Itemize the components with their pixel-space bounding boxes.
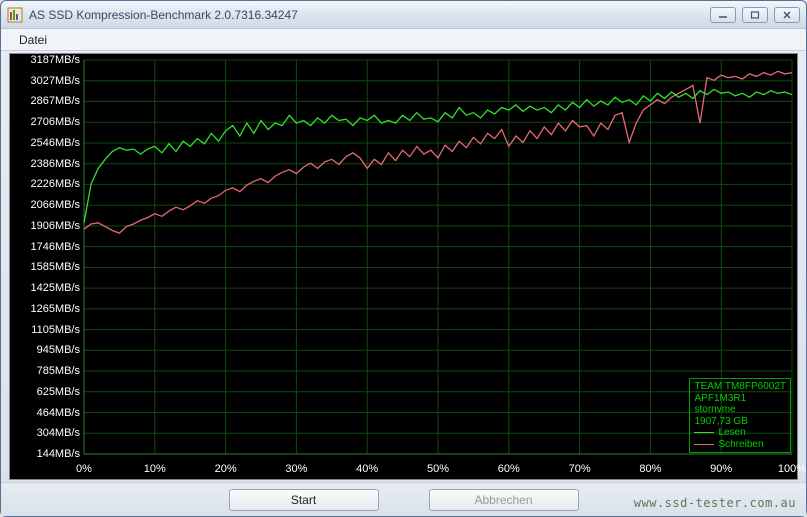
- x-tick-label: 0%: [76, 463, 92, 475]
- legend-read-label: Lesen: [718, 427, 745, 439]
- y-tick-label: 2706MB/s: [30, 116, 80, 128]
- legend-write: Schreiben: [694, 439, 786, 451]
- button-row: Start Abbrechen www.ssd-tester.com.au: [1, 482, 806, 516]
- abort-button: Abbrechen: [429, 489, 579, 511]
- legend-device-2: APF1M3R1: [694, 393, 786, 405]
- x-tick-label: 90%: [710, 463, 732, 475]
- x-tick-label: 70%: [569, 463, 591, 475]
- titlebar[interactable]: AS SSD Kompression-Benchmark 2.0.7316.34…: [1, 1, 806, 29]
- window-controls: [710, 7, 800, 23]
- y-tick-label: 1425MB/s: [30, 282, 80, 294]
- x-tick-label: 40%: [356, 463, 378, 475]
- x-tick-label: 20%: [215, 463, 237, 475]
- minimize-button[interactable]: [710, 7, 736, 23]
- chart-area: 3187MB/s 3027MB/s 2867MB/s 2706MB/s 2546MB/s…: [9, 53, 798, 480]
- y-tick-label: 785MB/s: [37, 365, 80, 377]
- legend-driver: stornvme: [694, 404, 786, 416]
- menu-file[interactable]: Datei: [11, 31, 55, 49]
- watermark: www.ssd-tester.com.au: [634, 496, 796, 510]
- y-tick-label: 625MB/s: [37, 386, 80, 398]
- x-tick-label: 60%: [498, 463, 520, 475]
- y-tick-label: 464MB/s: [37, 407, 80, 419]
- chart-canvas: [10, 54, 799, 474]
- y-tick-label: 3027MB/s: [30, 75, 80, 87]
- menubar: Datei: [1, 29, 806, 51]
- y-tick-label: 144MB/s: [37, 448, 80, 460]
- maximize-button[interactable]: [742, 7, 768, 23]
- y-tick-label: 2386MB/s: [30, 158, 80, 170]
- app-icon: [7, 7, 23, 23]
- start-button[interactable]: Start: [229, 489, 379, 511]
- legend-write-swatch: [694, 444, 714, 445]
- legend-box: TEAM TM8FP6002T APF1M3R1 stornvme 1907,7…: [689, 378, 791, 453]
- window-title: AS SSD Kompression-Benchmark 2.0.7316.34…: [29, 8, 710, 22]
- y-tick-label: 1906MB/s: [30, 220, 80, 232]
- y-tick-label: 304MB/s: [37, 427, 80, 439]
- y-tick-label: 2066MB/s: [30, 199, 80, 211]
- legend-device-1: TEAM TM8FP6002T: [694, 381, 786, 393]
- legend-write-label: Schreiben: [718, 439, 763, 451]
- y-tick-label: 2546MB/s: [30, 137, 80, 149]
- x-tick-label: 80%: [639, 463, 661, 475]
- y-tick-label: 2867MB/s: [30, 95, 80, 107]
- y-tick-label: 945MB/s: [37, 344, 80, 356]
- x-tick-label: 10%: [144, 463, 166, 475]
- x-tick-label: 30%: [285, 463, 307, 475]
- legend-capacity: 1907,73 GB: [694, 416, 786, 428]
- close-button[interactable]: [774, 7, 800, 23]
- y-tick-label: 1585MB/s: [30, 261, 80, 273]
- x-tick-label: 50%: [427, 463, 449, 475]
- y-tick-label: 3187MB/s: [30, 54, 80, 66]
- y-tick-label: 1105MB/s: [31, 324, 80, 336]
- x-tick-label: 100%: [778, 463, 806, 475]
- app-window: AS SSD Kompression-Benchmark 2.0.7316.34…: [0, 0, 807, 517]
- y-tick-label: 1746MB/s: [30, 241, 80, 253]
- y-tick-label: 1265MB/s: [30, 303, 80, 315]
- legend-read: Lesen: [694, 427, 786, 439]
- legend-read-swatch: [694, 432, 714, 433]
- y-tick-label: 2226MB/s: [30, 178, 80, 190]
